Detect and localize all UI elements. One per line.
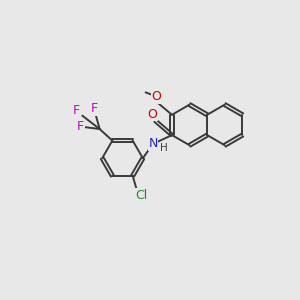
Text: N: N — [148, 137, 158, 150]
Text: O: O — [147, 108, 157, 121]
Text: F: F — [73, 104, 80, 118]
Text: O: O — [152, 90, 161, 103]
Text: Cl: Cl — [135, 189, 147, 202]
Text: H: H — [160, 143, 168, 153]
Text: F: F — [77, 120, 84, 133]
Text: F: F — [91, 102, 98, 115]
